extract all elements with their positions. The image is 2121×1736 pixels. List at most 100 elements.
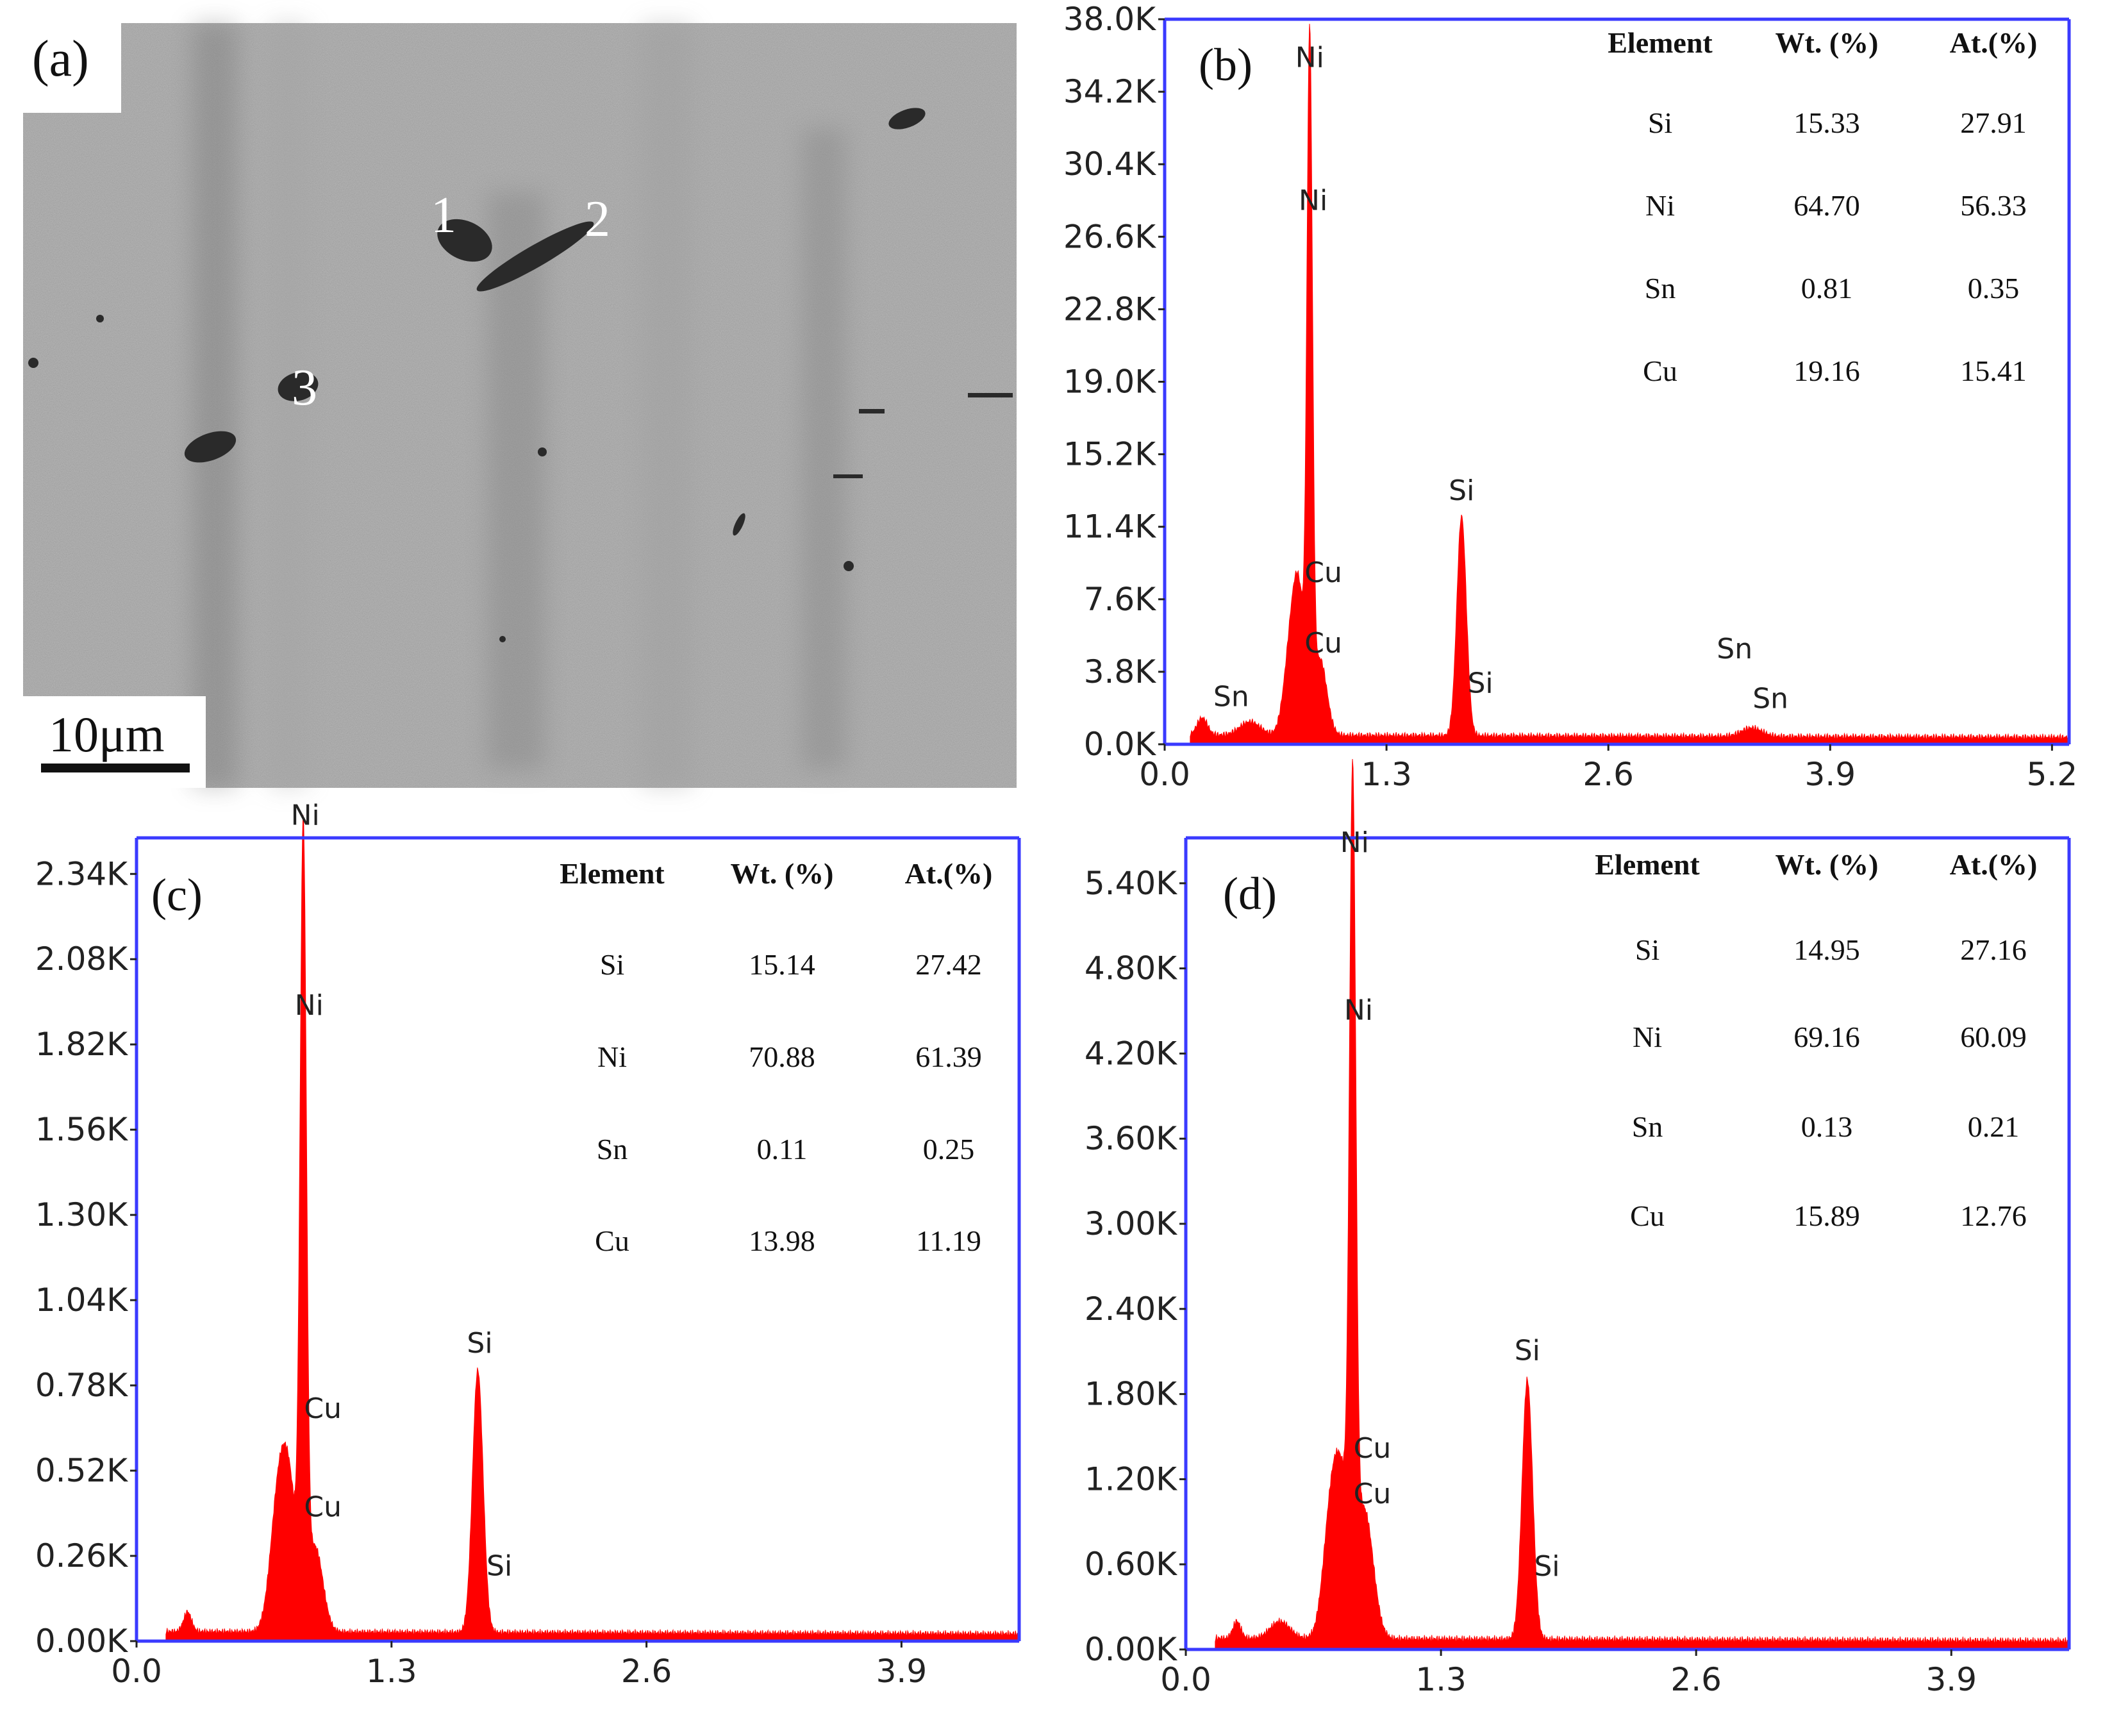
x-tick-label: 0.0 bbox=[1160, 1661, 1211, 1698]
precipitate bbox=[499, 636, 506, 642]
table-header: At.(%) bbox=[1950, 848, 2038, 881]
eds-spectrum-chart: 0.00K 0.60K 1.20K 1.80K 2.40K 3.00K 3.60K 4.20K… bbox=[1085, 758, 2071, 1698]
y-tick-label: 38.0K bbox=[1063, 1, 1156, 38]
y-tick-label: 0.78K bbox=[35, 1367, 128, 1404]
peak-label: Sn bbox=[1717, 633, 1752, 665]
peak-label: Cu bbox=[304, 1491, 342, 1524]
y-tick-label: 3.00K bbox=[1085, 1205, 1177, 1242]
y-tick-label: 1.04K bbox=[35, 1281, 128, 1319]
y-tick-label: 2.34K bbox=[35, 855, 128, 892]
y-tick-label: 19.0K bbox=[1063, 363, 1156, 401]
y-tick-label: 0.26K bbox=[35, 1537, 128, 1574]
x-tick-label: 3.9 bbox=[1926, 1661, 1977, 1698]
y-tick-label: 4.80K bbox=[1085, 950, 1177, 987]
peak-label: Ni bbox=[1295, 41, 1324, 74]
eds-spectrum-chart: 0.00K 0.26K 0.52K 0.78K 1.04K 1.30K 1.56K 1.82K… bbox=[35, 799, 1021, 1690]
table-cell: Ni bbox=[1633, 1021, 1662, 1053]
table-cell: 15.14 bbox=[749, 948, 815, 981]
y-tick-label: 2.40K bbox=[1085, 1290, 1177, 1328]
precipitate-1 bbox=[437, 219, 492, 262]
y-tick-label: 15.2K bbox=[1063, 436, 1156, 473]
marker-2: 2 bbox=[585, 191, 610, 247]
table-cell: 70.88 bbox=[749, 1040, 815, 1073]
marker-3: 3 bbox=[292, 360, 317, 416]
table-header: Element bbox=[1595, 848, 1700, 881]
peak-label: Ni bbox=[291, 799, 320, 832]
precipitate-2 bbox=[476, 221, 594, 292]
table-cell: Sn bbox=[597, 1133, 628, 1165]
table-cell: 0.21 bbox=[1968, 1110, 2020, 1143]
table-cell: Si bbox=[1648, 106, 1672, 139]
peak-label: Ni bbox=[295, 989, 324, 1022]
table-header: Wt. (%) bbox=[731, 857, 834, 890]
table-cell: Cu bbox=[595, 1224, 629, 1257]
x-tick-label: 2.6 bbox=[1583, 756, 1634, 793]
y-tick-label: 4.20K bbox=[1085, 1035, 1177, 1072]
panel-label: (c) bbox=[151, 869, 203, 921]
precipitate bbox=[844, 561, 854, 571]
y-tick-label: 1.56K bbox=[35, 1111, 128, 1148]
peak-label: Si bbox=[1515, 1334, 1540, 1367]
table-header: Wt. (%) bbox=[1776, 848, 1879, 881]
sem-micrograph-panel: (a) 1 2 3 10μm bbox=[23, 23, 1017, 788]
table-cell: 69.16 bbox=[1793, 1021, 1860, 1053]
y-tick-label: 5.40K bbox=[1085, 865, 1177, 902]
table-cell: Cu bbox=[1643, 355, 1677, 387]
peak-label: Cu bbox=[1304, 556, 1342, 589]
table-cell: Sn bbox=[1632, 1110, 1663, 1143]
precipitate bbox=[833, 474, 863, 478]
peak-label: Si bbox=[1467, 667, 1493, 700]
table-header: Element bbox=[560, 857, 665, 890]
x-tick-label: 2.6 bbox=[1670, 1661, 1722, 1698]
precipitate bbox=[888, 108, 926, 129]
precipitates bbox=[28, 108, 1013, 642]
peak-label: Cu bbox=[1304, 627, 1342, 660]
y-tick-label: 3.8K bbox=[1084, 653, 1157, 690]
table-cell: 11.19 bbox=[916, 1224, 981, 1257]
peak-label: Sn bbox=[1213, 680, 1249, 713]
sem-bands bbox=[192, 23, 846, 788]
y-tick-label: 0.00K bbox=[1085, 1631, 1177, 1668]
x-tick-label: 2.6 bbox=[621, 1653, 672, 1690]
y-tick-label: 3.60K bbox=[1085, 1120, 1177, 1157]
eds-spectrum-chart: 0.0K 3.8K 7.6K 11.4K 15.2K 19.0K 22.8K 26.6K 30.… bbox=[1063, 1, 2077, 793]
table-cell: Si bbox=[600, 948, 624, 981]
table-cell: 60.09 bbox=[1960, 1021, 2027, 1053]
spectrum-area bbox=[1190, 24, 2070, 745]
table-cell: 27.16 bbox=[1960, 933, 2027, 966]
precipitate bbox=[859, 409, 885, 413]
table-header: At.(%) bbox=[905, 857, 993, 890]
table-cell: Ni bbox=[1645, 189, 1675, 222]
peak-label: Ni bbox=[1340, 826, 1369, 859]
table-cell: 15.33 bbox=[1793, 106, 1860, 139]
table-cell: Sn bbox=[1645, 272, 1676, 305]
scale-bar-label: 10μm bbox=[49, 706, 165, 762]
table-cell: 15.41 bbox=[1960, 355, 2027, 387]
y-tick-label: 1.30K bbox=[35, 1196, 128, 1233]
y-tick-label: 1.80K bbox=[1085, 1376, 1177, 1413]
table-cell: 14.95 bbox=[1793, 933, 1860, 966]
precipitate bbox=[733, 513, 745, 536]
peak-label: Si bbox=[1449, 474, 1474, 507]
peak-label: Si bbox=[1534, 1550, 1560, 1583]
table-cell: 0.13 bbox=[1801, 1110, 1853, 1143]
table-cell: 0.35 bbox=[1968, 272, 2020, 305]
y-tick-label: 22.8K bbox=[1063, 290, 1156, 328]
table-cell: 27.42 bbox=[915, 948, 982, 981]
y-tick-label: 1.82K bbox=[35, 1026, 128, 1063]
table-header: Element bbox=[1608, 26, 1713, 59]
peak-label: Sn bbox=[1752, 682, 1788, 715]
y-tick-label: 26.6K bbox=[1063, 218, 1156, 255]
x-tick-label: 3.9 bbox=[876, 1653, 927, 1690]
y-tick-label: 11.4K bbox=[1063, 508, 1156, 546]
table-cell: Ni bbox=[597, 1040, 627, 1073]
y-tick-label: 30.4K bbox=[1063, 146, 1156, 183]
precipitate bbox=[538, 447, 547, 456]
x-tick-label: 0.0 bbox=[1139, 756, 1190, 793]
scale-bar-background bbox=[23, 696, 206, 788]
spectrum-area bbox=[165, 815, 1020, 1642]
peak-label: Ni bbox=[1344, 994, 1373, 1026]
label-a-background bbox=[23, 23, 121, 113]
table-cell: 27.91 bbox=[1960, 106, 2027, 139]
